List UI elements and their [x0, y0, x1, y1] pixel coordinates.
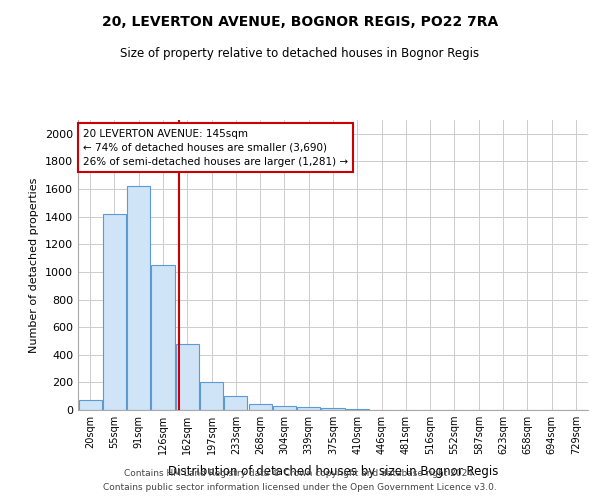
Bar — [248, 404, 272, 410]
Text: 20 LEVERTON AVENUE: 145sqm
← 74% of detached houses are smaller (3,690)
26% of s: 20 LEVERTON AVENUE: 145sqm ← 74% of deta… — [83, 128, 348, 166]
Bar — [346, 408, 369, 410]
Text: Size of property relative to detached houses in Bognor Regis: Size of property relative to detached ho… — [121, 48, 479, 60]
Y-axis label: Number of detached properties: Number of detached properties — [29, 178, 40, 352]
Bar — [127, 186, 150, 410]
Bar — [273, 406, 296, 410]
Text: Contains public sector information licensed under the Open Government Licence v3: Contains public sector information licen… — [103, 484, 497, 492]
Bar — [176, 344, 199, 410]
Bar — [79, 400, 101, 410]
Bar — [322, 408, 344, 410]
Bar — [224, 396, 247, 410]
Bar — [297, 407, 320, 410]
X-axis label: Distribution of detached houses by size in Bognor Regis: Distribution of detached houses by size … — [168, 466, 498, 478]
Bar — [103, 214, 126, 410]
Text: 20, LEVERTON AVENUE, BOGNOR REGIS, PO22 7RA: 20, LEVERTON AVENUE, BOGNOR REGIS, PO22 … — [102, 15, 498, 29]
Bar — [151, 265, 175, 410]
Bar — [200, 382, 223, 410]
Text: Contains HM Land Registry data © Crown copyright and database right 2024.: Contains HM Land Registry data © Crown c… — [124, 468, 476, 477]
